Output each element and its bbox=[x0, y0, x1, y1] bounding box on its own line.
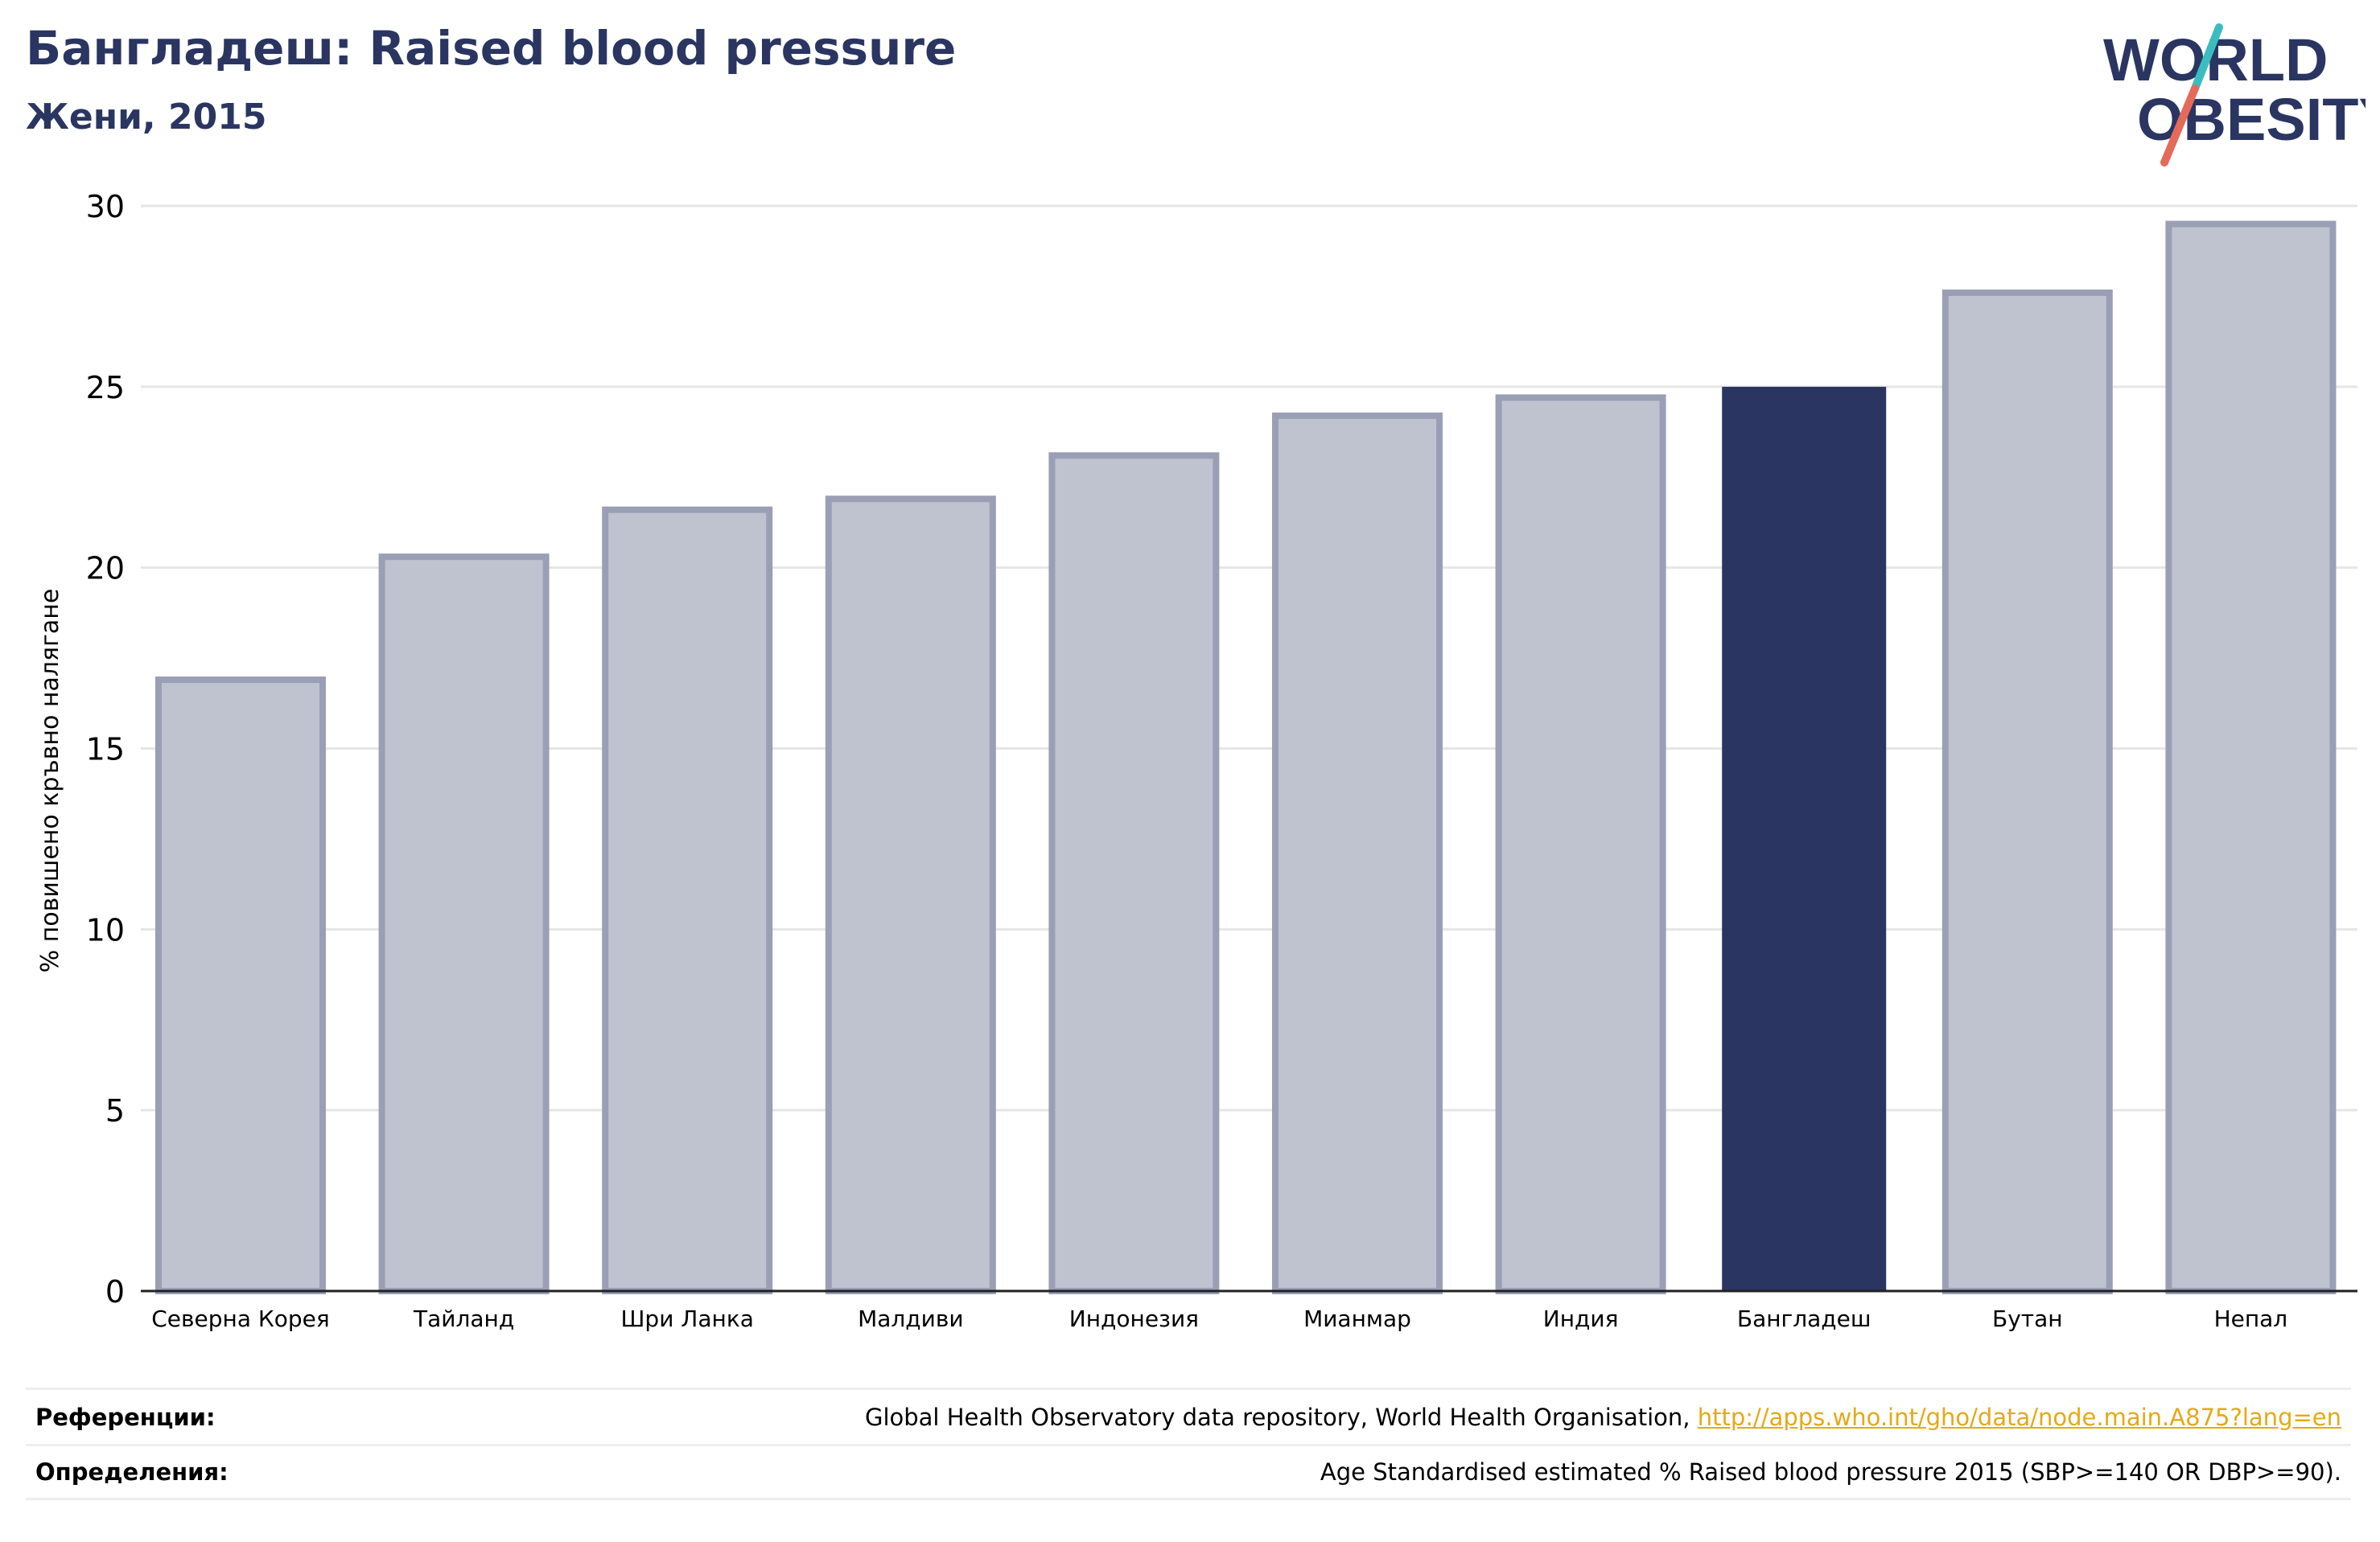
references-text: Global Health Observatory data repositor… bbox=[864, 1403, 1698, 1431]
y-tick-label: 0 bbox=[105, 1274, 125, 1310]
x-tick-label: Тайланд bbox=[413, 1306, 514, 1332]
bar-2 bbox=[602, 506, 773, 1294]
y-tick-label: 25 bbox=[86, 370, 125, 405]
y-axis-label: % повишено кръвно налягане bbox=[36, 589, 64, 973]
x-tick-label: Бангладеш bbox=[1737, 1306, 1871, 1332]
references-label: Референции: bbox=[35, 1403, 216, 1431]
bar-8 bbox=[1941, 289, 2113, 1294]
x-tick-label: Северна Корея bbox=[151, 1306, 330, 1332]
y-tick-label: 15 bbox=[86, 732, 125, 767]
y-tick-label: 30 bbox=[86, 189, 125, 224]
references-row: Референции: Global Health Observatory da… bbox=[26, 1388, 2351, 1444]
logo-slash-teal bbox=[2191, 23, 2223, 93]
y-tick-label: 20 bbox=[86, 551, 125, 586]
x-tick-label: Малдиви bbox=[858, 1306, 963, 1332]
bar-0 bbox=[155, 676, 326, 1294]
bar-5 bbox=[1272, 412, 1443, 1294]
bar-6 bbox=[1495, 394, 1666, 1294]
x-axis-labels: Северна Корея Тайланд Шри Ланка Малдиви Индо… bbox=[151, 1306, 2287, 1332]
x-tick-label: Индонезия bbox=[1069, 1306, 1199, 1332]
bar-7 bbox=[1722, 386, 1887, 1291]
world-obesity-logo: WORLD OBESITY bbox=[2103, 23, 2366, 167]
bar-4 bbox=[1048, 452, 1220, 1294]
x-tick-label: Мианмар bbox=[1303, 1306, 1411, 1332]
references-value: Global Health Observatory data repositor… bbox=[865, 1404, 2341, 1431]
y-axis-ticks: 0 5 10 15 20 25 30 bbox=[86, 189, 125, 1310]
y-tick-label: 5 bbox=[105, 1093, 125, 1129]
bar-1 bbox=[378, 553, 550, 1294]
bars bbox=[155, 220, 2337, 1295]
x-tick-label: Бутан bbox=[1992, 1306, 2063, 1332]
bar-chart: 0 5 10 15 20 25 30 Северна Корея Тайланд Шри Лан… bbox=[36, 189, 2357, 1332]
logo-slash-coral bbox=[2160, 84, 2199, 167]
definitions-label: Определения: bbox=[35, 1458, 229, 1486]
x-tick-label: Шри Ланка bbox=[620, 1306, 753, 1332]
definitions-row: Определения: Age Standardised estimated … bbox=[26, 1444, 2351, 1500]
bar-9 bbox=[2165, 220, 2337, 1295]
x-tick-label: Непал bbox=[2214, 1306, 2288, 1332]
references-link[interactable]: http://apps.who.int/gho/data/node.main.A… bbox=[1697, 1403, 2341, 1431]
y-tick-label: 10 bbox=[86, 912, 125, 948]
chart-title: Бангладеш: Raised blood pressure bbox=[26, 21, 957, 76]
chart-subtitle: Жени, 2015 bbox=[26, 97, 267, 138]
definitions-text: Age Standardised estimated % Raised bloo… bbox=[1320, 1458, 2341, 1486]
x-tick-label: Индия bbox=[1543, 1306, 1619, 1332]
bar-3 bbox=[825, 495, 996, 1294]
